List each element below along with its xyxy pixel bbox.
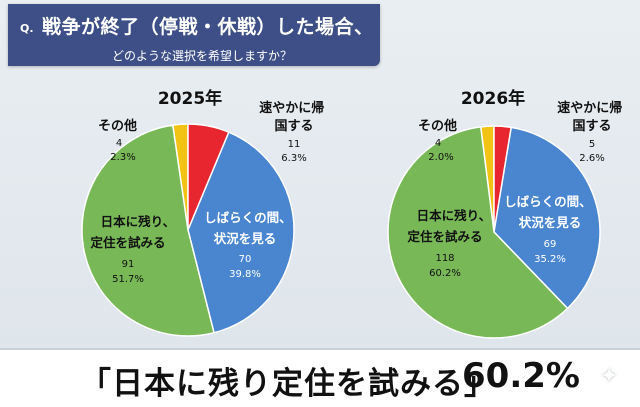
pie-slice-2 [187, 131, 295, 334]
slice-percent-other: 2.3% [110, 152, 135, 163]
slice-label-stay: 日本に残り、 定住を試みる [406, 208, 495, 244]
question-subtitle: どのような選択を希望しますか？ [112, 49, 293, 63]
slice-count-wait: 70 [239, 254, 252, 265]
headline-banner: 「日本に残り定住を試みる」 60.2% [0, 348, 640, 407]
slice-percent-wait: 39.8% [229, 269, 261, 280]
chart-title: 2025年 [158, 88, 222, 109]
banner-text: 「日本に残り定住を試みる」 [80, 366, 496, 402]
banner-percent: 60.2% [462, 356, 580, 396]
pie-slice-3 [387, 125, 569, 339]
slice-label-other: その他 [418, 118, 457, 134]
slice-label-wait: しばらくの間、 状況を見る [504, 194, 596, 230]
slice-percent-return: 2.6% [579, 153, 604, 164]
slice-percent-wait: 35.2% [534, 254, 566, 265]
slice-percent-return: 6.3% [281, 153, 306, 164]
slice-count-return: 5 [589, 139, 595, 150]
pie-chart-2025: 2025年 その他 4 2.3% 速やかに帰 国する 11 6.3% しばらくの… [81, 88, 329, 337]
slice-label-return: 速やかに帰 国する [259, 100, 329, 134]
slice-label-stay: 日本に残り、 定住を試みる [89, 214, 179, 250]
question-prefix: Q. [20, 22, 34, 35]
slice-percent-stay: 60.2% [429, 268, 461, 279]
slice-count-return: 11 [288, 139, 301, 150]
sparkle-icon: ✦ [600, 364, 619, 389]
slice-count-other: 4 [116, 138, 122, 149]
slice-count-wait: 69 [544, 239, 557, 250]
slice-count-stay: 118 [435, 253, 454, 264]
pie-slice-3 [81, 124, 215, 337]
chart-title: 2026年 [461, 88, 525, 109]
question-box: Q. 戦争が終了（停戦・休戦）した場合、 どのような選択を希望しますか？ [8, 4, 380, 66]
slice-percent-other: 2.0% [428, 152, 453, 163]
slice-label-other: その他 [98, 118, 137, 134]
slice-count-other: 4 [435, 138, 441, 149]
question-title: 戦争が終了（停戦・休戦）した場合、 [42, 16, 374, 38]
slice-percent-stay: 51.7% [112, 274, 144, 285]
slice-label-wait: しばらくの間、 状況を見る [204, 210, 296, 246]
pie-slice-2 [493, 126, 601, 310]
slice-label-return: 速やかに帰 国する [557, 100, 627, 134]
slice-count-stay: 91 [122, 259, 135, 270]
pie-chart-2026: 2026年 その他 4 2.0% 速やかに帰 国する 5 2.6% しばらくの間… [387, 88, 627, 339]
